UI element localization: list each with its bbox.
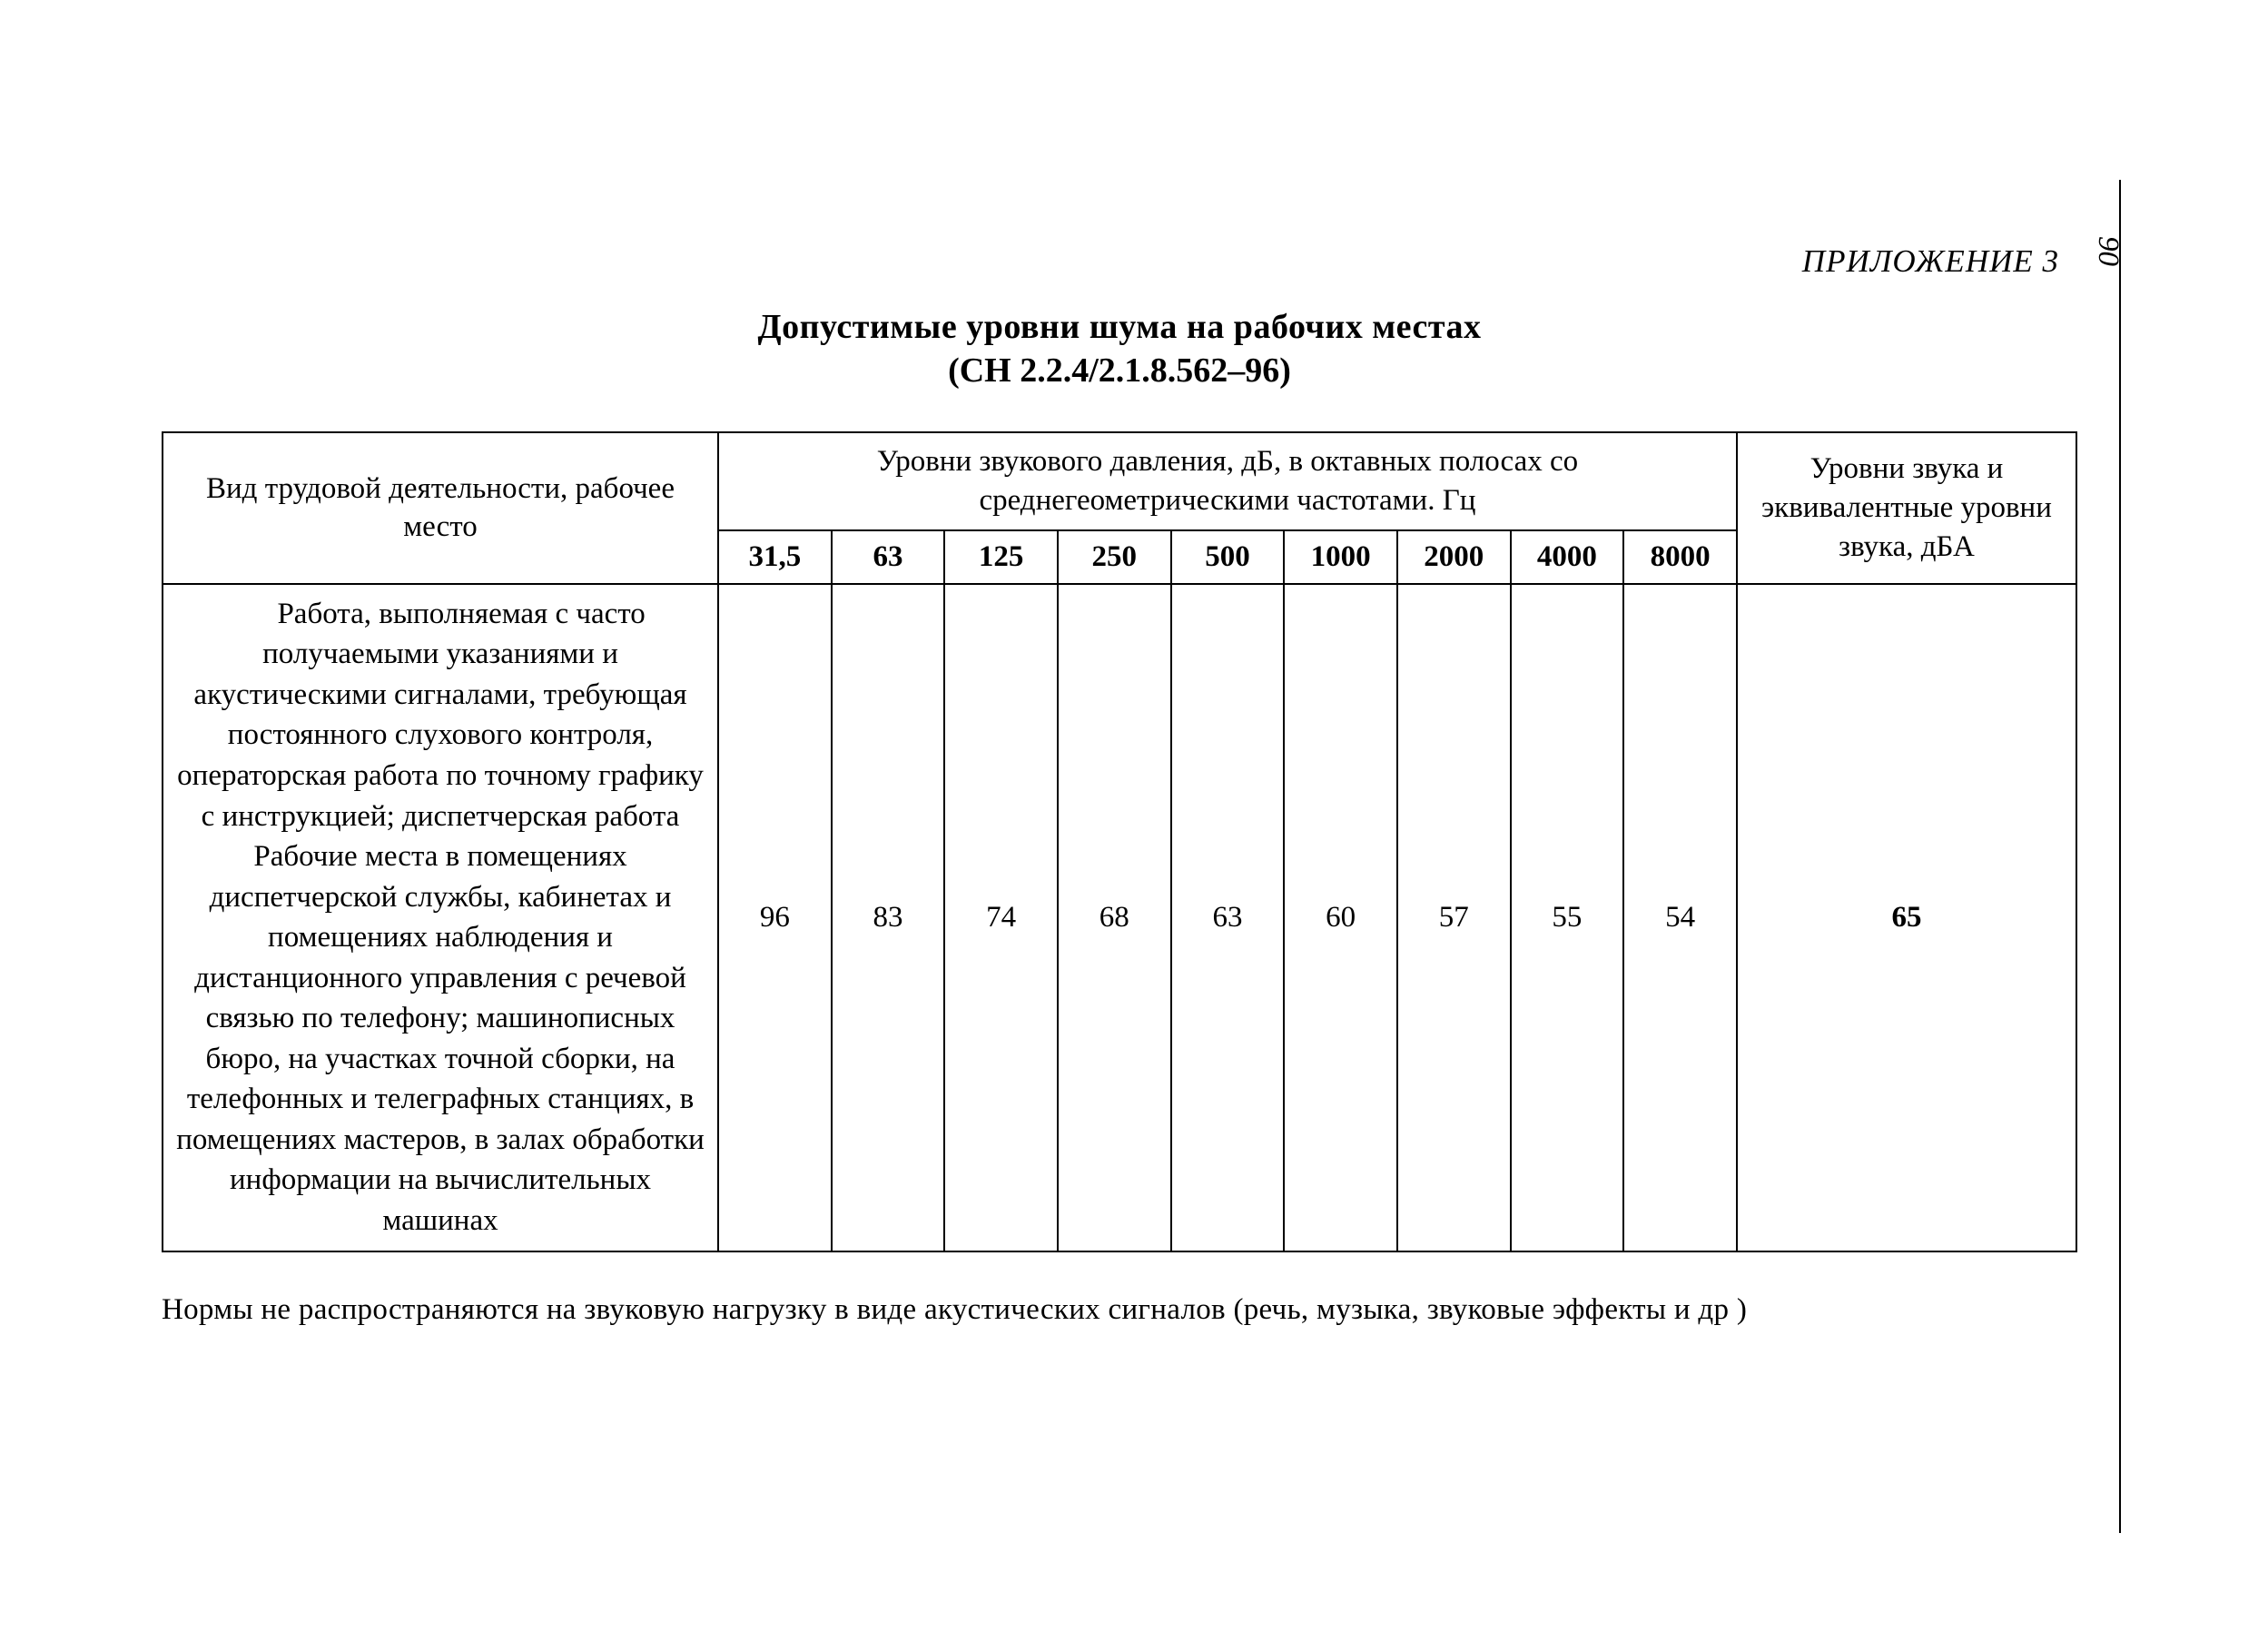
noise-value: 68 bbox=[1058, 584, 1171, 1251]
freq-label: 500 bbox=[1171, 530, 1285, 584]
freq-label: 4000 bbox=[1511, 530, 1624, 584]
freq-label: 8000 bbox=[1623, 530, 1737, 584]
table-row: Работа, выполняемая с часто получаемыми … bbox=[163, 584, 2076, 1251]
freq-label: 2000 bbox=[1397, 530, 1511, 584]
freq-label: 1000 bbox=[1284, 530, 1397, 584]
footnote-text: Нормы не распространяются на звуковую на… bbox=[162, 1293, 2077, 1327]
page-number: 90 bbox=[2091, 236, 2125, 266]
noise-value: 60 bbox=[1284, 584, 1397, 1251]
noise-value: 54 bbox=[1623, 584, 1737, 1251]
freq-label: 125 bbox=[944, 530, 1058, 584]
document-page: ПРИЛОЖЕНИЕ 3 90 Допустимые уровни шума н… bbox=[162, 243, 2077, 1327]
freq-label: 31,5 bbox=[718, 530, 832, 584]
noise-levels-table: Вид трудовой деятельности, рабочее место… bbox=[162, 431, 2077, 1252]
noise-value: 96 bbox=[718, 584, 832, 1251]
appendix-label: ПРИЛОЖЕНИЕ 3 bbox=[162, 243, 2077, 280]
freq-label: 63 bbox=[832, 530, 945, 584]
title-block: Допустимые уровни шума на рабочих местах… bbox=[162, 307, 2077, 391]
main-title: Допустимые уровни шума на рабочих местах bbox=[162, 307, 2077, 347]
noise-value: 55 bbox=[1511, 584, 1624, 1251]
header-levels-span: Уровни звукового давления, дБ, в октавны… bbox=[718, 432, 1737, 530]
table-header-row-1: Вид трудовой деятельности, рабочее место… bbox=[163, 432, 2076, 530]
page-right-rule bbox=[2119, 180, 2121, 1533]
noise-value: 74 bbox=[944, 584, 1058, 1251]
sub-title: (СН 2.2.4/2.1.8.562–96) bbox=[162, 351, 2077, 391]
noise-value: 57 bbox=[1397, 584, 1511, 1251]
activity-description: Работа, выполняемая с часто получаемыми … bbox=[163, 584, 718, 1251]
noise-value: 63 bbox=[1171, 584, 1285, 1251]
equiv-value: 65 bbox=[1737, 584, 2076, 1251]
header-equiv: Уровни звука и эквивалентные уровни звук… bbox=[1737, 432, 2076, 584]
freq-label: 250 bbox=[1058, 530, 1171, 584]
noise-value: 83 bbox=[832, 584, 945, 1251]
header-activity: Вид трудовой деятельности, рабочее место bbox=[163, 432, 718, 584]
